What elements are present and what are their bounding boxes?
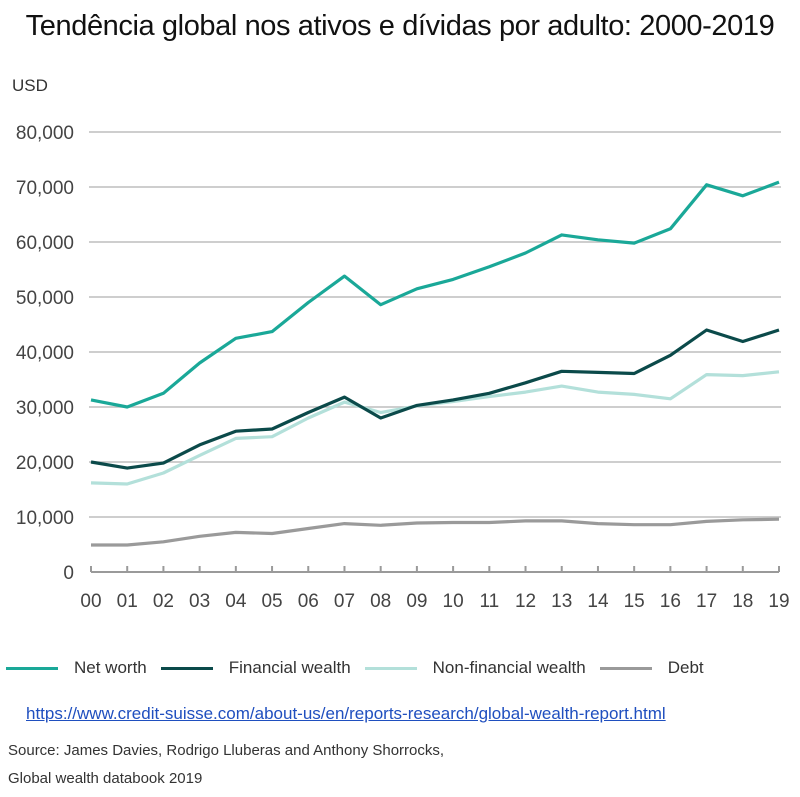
x-tick-label: 14 [587, 591, 609, 612]
legend-label: Debt [667, 658, 704, 677]
x-tick-label: 01 [117, 591, 138, 612]
y-tick-label: 40,000 [16, 343, 74, 364]
y-axis-unit-label: USD [12, 76, 48, 95]
legend-label: Net worth [74, 658, 147, 677]
y-tick-label: 70,000 [16, 178, 74, 199]
legend-swatch-debt [599, 666, 652, 670]
legend: Net worth Financial wealth Non-financial… [6, 658, 718, 678]
x-tick-label: 07 [334, 591, 355, 612]
x-tick-label: 08 [370, 591, 391, 612]
x-tick-label: 17 [696, 591, 717, 612]
legend-swatch-net-worth [6, 666, 58, 670]
x-tick-label: 06 [298, 591, 319, 612]
x-tick-label: 05 [261, 591, 282, 612]
legend-item-non-financial-wealth: Non-financial wealth [364, 658, 586, 678]
y-tick-label: 30,000 [16, 398, 74, 419]
x-tick-label: 10 [443, 591, 464, 612]
legend-item-debt: Debt [599, 658, 704, 678]
y-tick-label: 80,000 [16, 123, 74, 144]
legend-item-financial-wealth: Financial wealth [160, 658, 351, 678]
source-line-1: Source: James Davies, Rodrigo Lluberas a… [8, 742, 445, 759]
x-tick-label: 12 [515, 591, 536, 612]
x-tick-label: 18 [732, 591, 753, 612]
x-tick-label: 19 [768, 591, 789, 612]
y-tick-label: 10,000 [16, 508, 74, 529]
series-line-net-worth [90, 180, 780, 409]
legend-swatch-non-financial-wealth [364, 666, 417, 670]
y-tick-label: 50,000 [16, 288, 74, 309]
series-line-financial-wealth [90, 328, 780, 470]
x-tick-label: 00 [80, 591, 101, 612]
y-tick-label: 20,000 [16, 453, 74, 474]
legend-item-net-worth: Net worth [6, 658, 147, 678]
gridlines [89, 131, 781, 518]
x-tick-label: 15 [624, 591, 645, 612]
series-line-debt [91, 517, 780, 547]
legend-label: Non-financial wealth [432, 658, 586, 677]
x-tick-label: 09 [406, 591, 427, 612]
x-axis: 00 01 02 03 04 05 06 07 08 09 10 11 12 13 14 15 16 17 18 19 [80, 566, 790, 612]
x-tick-label: 03 [189, 591, 210, 612]
chart-title: Tendência global nos ativos e dívidas po… [25, 10, 775, 42]
y-tick-label: 0 [63, 563, 74, 584]
x-tick-label: 13 [551, 591, 572, 612]
legend-swatch-financial-wealth [160, 666, 213, 670]
x-tick-label: 11 [479, 591, 499, 612]
source-report-link[interactable]: https://www.credit-suisse.com/about-us/e… [26, 704, 666, 723]
line-chart: 0 10,000 20,000 30,000 40,000 50,000 60,000 70,… [16, 123, 790, 612]
series-lines [90, 180, 780, 547]
x-tick-label: 04 [225, 591, 247, 612]
x-tick-label: 16 [660, 591, 681, 612]
y-tick-label: 60,000 [16, 233, 74, 254]
legend-label: Financial wealth [228, 658, 351, 677]
y-axis-ticks: 0 10,000 20,000 30,000 40,000 50,000 60,000 70,… [16, 123, 74, 584]
source-line-2: Global wealth databook 2019 [8, 770, 203, 787]
series-line-non-financial-wealth [90, 370, 780, 486]
x-tick-label: 02 [153, 591, 174, 612]
